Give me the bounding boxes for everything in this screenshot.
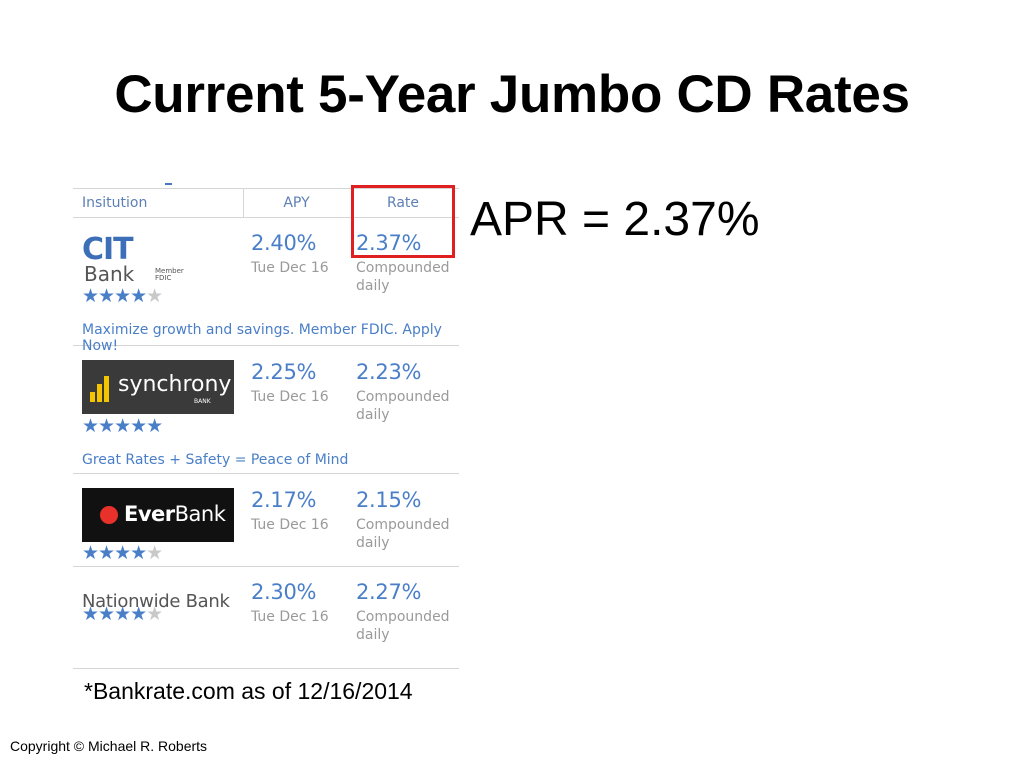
ad-tagline[interactable]: Great Rates + Safety = Peace of Mind (82, 452, 349, 468)
rate-note-1: Compounded (356, 517, 450, 533)
table-row-synchrony: synchrony BANK 2.25% Tue Dec 16 2.23% Co… (73, 346, 459, 474)
slide-title: Current 5-Year Jumbo CD Rates (114, 65, 910, 124)
rate-note-1: Compounded (356, 609, 450, 625)
top-tick-mark (165, 183, 172, 185)
apr-note: APR = 2.37% (470, 193, 760, 246)
header-apy[interactable]: APY (243, 189, 349, 217)
star-rating: ★★★★★ (82, 603, 163, 625)
table-header: Insitution APY Rate (73, 188, 459, 218)
rate-note-2: daily (356, 627, 390, 643)
fdic-badge: Member FDIC (155, 267, 184, 282)
star-rating: ★★★★★ (82, 542, 163, 564)
rate-value: 2.15% (356, 488, 422, 512)
apy-value: 2.40% (251, 231, 317, 255)
rate-note-2: daily (356, 535, 390, 551)
apy-date: Tue Dec 16 (251, 389, 329, 405)
nationwide-bank-name[interactable]: Nationwide Bank (82, 591, 230, 612)
apy-date: Tue Dec 16 (251, 517, 329, 533)
rate-value: 2.37% (356, 231, 422, 255)
apy-date: Tue Dec 16 (251, 609, 329, 625)
apy-value: 2.30% (251, 580, 317, 604)
synchrony-logo-text: synchrony (118, 372, 232, 397)
ad-tagline[interactable]: Maximize growth and savings. Member FDIC… (82, 322, 442, 354)
everbank-logo-text: EverBank (124, 502, 226, 526)
cd-rates-table: Insitution APY Rate CIT Bank Member FDIC… (73, 180, 459, 670)
table-row-cit: CIT Bank Member FDIC 2.40% Tue Dec 16 2.… (73, 217, 459, 354)
rate-value: 2.27% (356, 580, 422, 604)
synchrony-bank-logo[interactable]: synchrony BANK (82, 360, 234, 414)
synchrony-bars-icon (90, 372, 112, 402)
synchrony-logo-sub: BANK (194, 398, 211, 405)
header-institution[interactable]: Insitution (82, 195, 148, 211)
header-rate[interactable]: Rate (386, 195, 420, 211)
cit-logo-text: CIT (82, 232, 134, 267)
rate-note-1: Compounded (356, 260, 450, 276)
everbank-logo[interactable]: EverBank (82, 488, 234, 542)
apy-value: 2.17% (251, 488, 317, 512)
source-note: *Bankrate.com as of 12/16/2014 (84, 678, 413, 704)
rate-note-1: Compounded (356, 389, 450, 405)
rate-note-2: daily (356, 278, 390, 294)
rate-highlight-box (351, 185, 455, 258)
cit-logo-sub: Bank (84, 262, 135, 286)
apy-value: 2.25% (251, 360, 317, 384)
table-row-everbank: EverBank 2.17% Tue Dec 16 2.15% Compound… (73, 474, 459, 567)
rate-note-2: daily (356, 407, 390, 423)
copyright-footer: Copyright © Michael R. Roberts (10, 738, 208, 754)
everbank-dot-icon (100, 506, 118, 524)
table-bottom-border (73, 668, 459, 669)
star-rating: ★★★★★ (82, 285, 163, 307)
rate-value: 2.23% (356, 360, 422, 384)
star-rating: ★★★★★ (82, 415, 163, 437)
apy-date: Tue Dec 16 (251, 260, 329, 276)
cit-bank-logo[interactable]: CIT Bank Member FDIC (82, 232, 184, 286)
